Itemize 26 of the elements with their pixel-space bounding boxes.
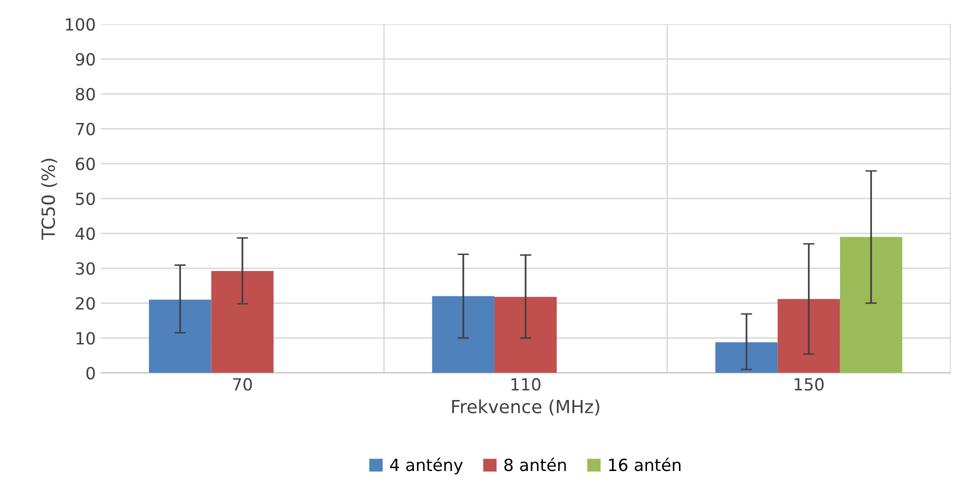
y-tick-label: 80 (76, 88, 95, 100)
legend-label: 16 antén (609, 458, 680, 472)
x-tick-label: 70 (233, 378, 252, 391)
x-tick-label: 110 (512, 378, 540, 391)
bar (715, 342, 778, 373)
x-tick-label: 150 (794, 378, 824, 391)
legend-label: 4 antény (390, 458, 463, 474)
bar (840, 236, 902, 373)
bar (148, 300, 212, 373)
bar (211, 271, 274, 373)
bar (432, 296, 494, 373)
legend-label: 8 antén (504, 458, 566, 472)
y-tick-label: 100 (66, 18, 95, 31)
bar (778, 298, 840, 373)
y-tick-label: 30 (76, 262, 95, 275)
y-tick-label: 50 (76, 192, 95, 206)
y-tick-label: 20 (76, 297, 95, 310)
y-tick-label: 70 (76, 122, 95, 136)
y-tick-label: 60 (76, 158, 95, 170)
y-tick-label: 90 (76, 52, 95, 66)
bar (494, 296, 557, 373)
y-axis-title: TC50 (%) (41, 158, 58, 240)
y-tick-label: 40 (76, 227, 95, 240)
y-tick-label: 0 (86, 366, 95, 380)
y-tick-label: 10 (76, 332, 95, 345)
x-axis-title: Frekvence (MHz) (452, 399, 600, 416)
